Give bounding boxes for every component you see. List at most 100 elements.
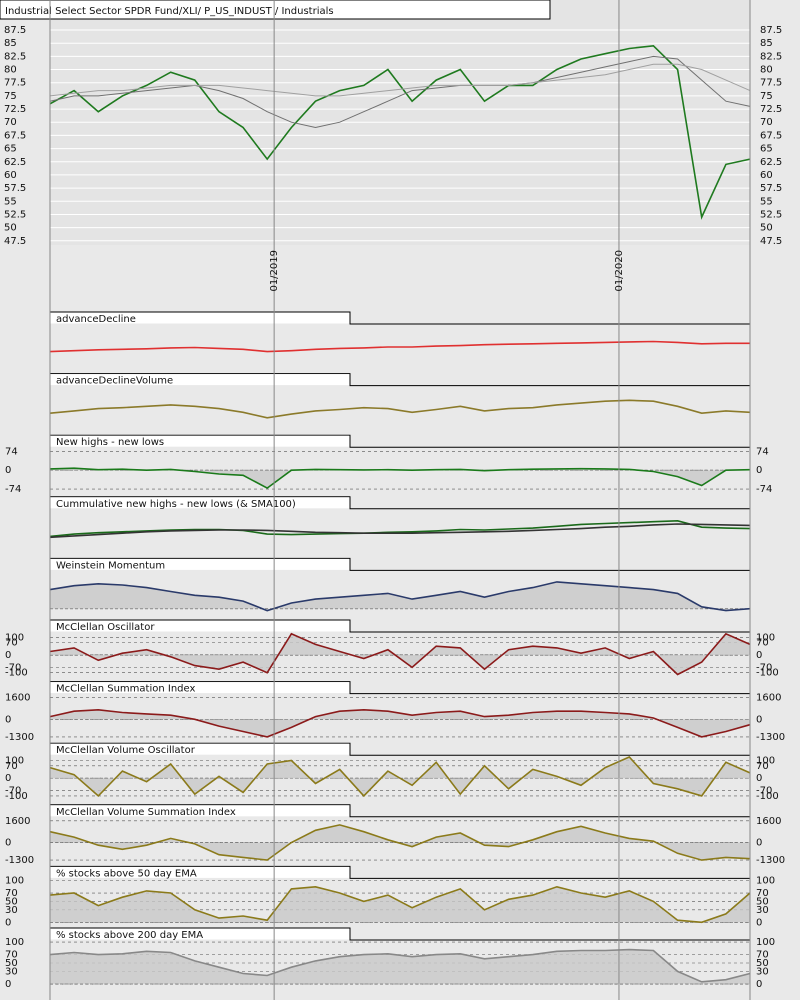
y-tick-label: -74 [5,484,21,495]
title-box [0,0,551,20]
title-box [50,374,350,386]
y-tick-label: 70 [5,888,18,899]
title-box [50,312,350,324]
y-tick-label-right: 0 [756,650,762,661]
line [49,708,751,738]
y-tick-label-right: 70 [756,761,769,772]
y-tick-label: 30 [5,966,18,977]
y-tick-label: 77.5 [4,78,26,89]
y-tick-label: -70 [5,786,21,797]
y-tick-label: 62.5 [4,157,26,168]
y-tick-label: 87.5 [4,25,26,36]
line [49,632,751,676]
y-tick-label-right: 1600 [756,816,781,827]
line [49,523,751,539]
panel-title: McClellan Volume Oscillator [56,745,196,756]
y-tick-label: -100 [5,668,28,679]
panel-title: Cummulative new highs - new lows (& SMA1… [56,499,296,510]
line [49,824,751,861]
y-tick-label-right: 60 [760,170,773,181]
y-tick-label: 80 [4,65,17,76]
x-tick-label: 01/2019 [269,250,280,292]
y-tick-label: 82.5 [4,51,26,62]
y-tick-label: 1600 [5,693,30,704]
line [49,467,751,490]
y-tick-label-right: 62.5 [760,157,782,168]
y-tick-label-right: 67.5 [760,130,782,141]
y-tick-label-right: 70 [756,638,769,649]
title-box [50,558,350,570]
y-tick-label: 0 [5,917,11,928]
y-tick-label-right: 80 [760,65,773,76]
y-tick-label-right: 55 [760,196,773,207]
line [49,885,751,924]
y-tick-label-right: -100 [756,791,779,802]
y-tick-label: 0 [5,979,11,990]
y-tick-label-right: 85 [760,38,773,49]
y-tick-label-right: 70 [756,888,769,899]
panel-title: Weinstein Momentum [56,560,165,571]
y-tick-label-right: 100 [756,875,775,886]
y-tick-label: 60 [4,170,17,181]
y-tick-label-right: 30 [756,905,769,916]
y-tick-label: 100 [5,937,24,948]
y-tick-label-right: 0 [756,979,762,990]
panel-title: % stocks above 50 day EMA [56,868,197,879]
line [49,63,751,97]
title-box [50,866,350,878]
title-box [50,435,350,447]
y-tick-label-right: 0 [756,917,762,928]
y-tick-label: 50 [4,223,17,234]
line [49,581,751,612]
y-tick-label: 0 [5,714,11,725]
y-tick-label: 100 [5,875,24,886]
area [50,468,750,489]
y-tick-label-right: 65 [760,144,773,155]
y-tick-label: 70 [4,117,17,128]
y-tick-label: 85 [4,38,17,49]
panel-title: McClellan Oscillator [56,622,155,633]
y-tick-label: 1600 [5,816,30,827]
y-tick-label: 47.5 [4,236,26,247]
line [49,519,751,538]
area [50,709,750,737]
y-tick-label-right: 0 [756,465,762,476]
y-tick-label-right: 0 [756,714,762,725]
y-tick-label-right: 30 [756,966,769,977]
y-tick-label: 70 [5,950,18,961]
y-tick-label: 50 [5,958,18,969]
panel-title: McClellan Summation Index [56,684,195,695]
panel-title: advanceDeclineVolume [56,376,173,387]
y-tick-label-right: 47.5 [760,236,782,247]
area [50,633,750,675]
y-tick-label-right: 82.5 [760,51,782,62]
y-tick-label: -1300 [5,855,34,866]
y-tick-label-right: 100 [756,632,775,643]
y-tick-label-right: 75 [760,91,773,102]
y-tick-label: 50 [5,896,18,907]
panel-title: McClellan Volume Summation Index [56,807,236,818]
y-tick-label: 0 [5,773,11,784]
y-tick-label-right: 50 [760,223,773,234]
y-tick-label: 70 [5,761,18,772]
line [49,756,751,798]
y-tick-label: -1300 [5,732,34,743]
y-tick-label-right: 100 [756,937,775,948]
title-box [50,682,350,694]
y-tick-label-right: 70 [756,950,769,961]
y-tick-label-right: -70 [756,786,772,797]
title-box [50,743,350,755]
y-tick-label-right: 77.5 [760,78,782,89]
y-tick-label: 57.5 [4,183,26,194]
y-tick-label-right: 52.5 [760,209,782,220]
area [50,757,750,796]
y-tick-label: 55 [4,196,17,207]
y-tick-label: 100 [5,756,24,767]
area [50,824,750,861]
chart-title: Industrial Select Sector SPDR Fund/XLI/ … [5,6,334,17]
y-tick-label-right: 50 [756,896,769,907]
y-tick-label: 0 [5,650,11,661]
y-tick-label-right: 50 [756,958,769,969]
y-tick-label-right: 72.5 [760,104,782,115]
